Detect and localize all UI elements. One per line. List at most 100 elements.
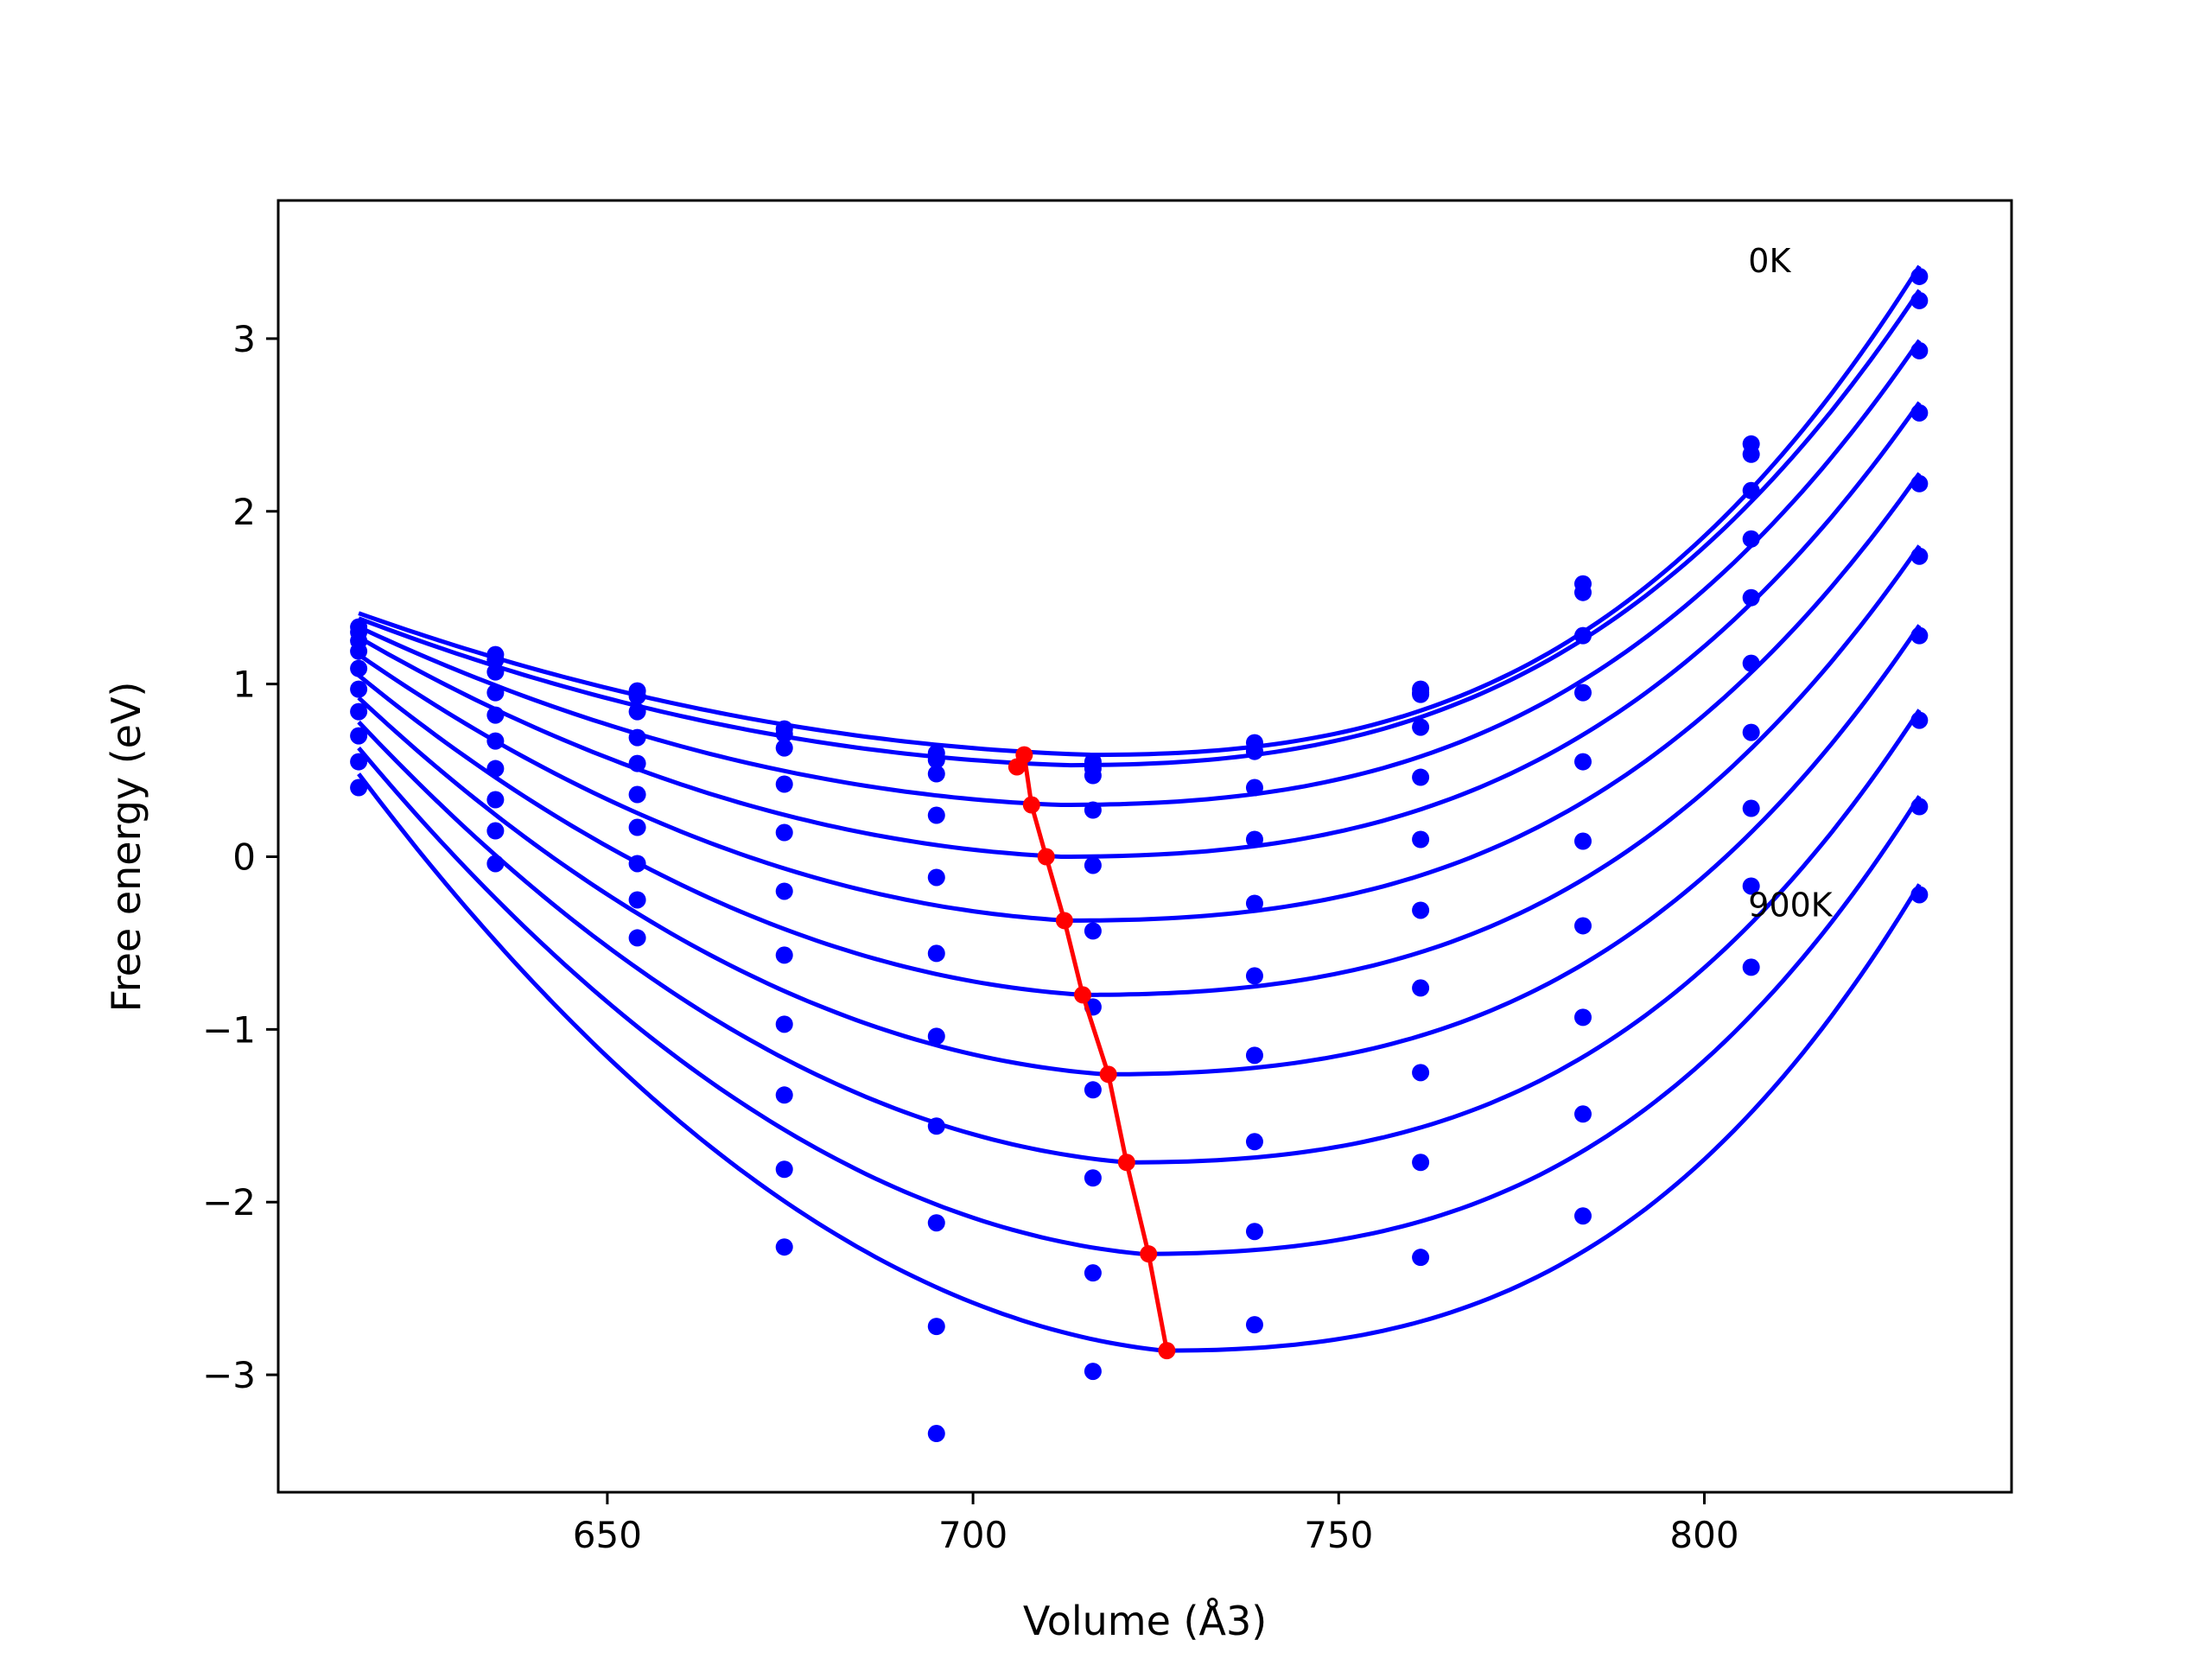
- y-axis-label: Free energy (eV): [103, 682, 149, 1013]
- data-point-s5-9: [1742, 654, 1760, 672]
- fit-curve-5: [357, 544, 1922, 997]
- data-point-s7-0: [350, 727, 368, 745]
- data-point-s6-0: [350, 702, 368, 721]
- fit-curve-4: [357, 472, 1922, 923]
- y-tick-label-1: 1: [232, 664, 256, 706]
- data-point-s2-10: [1910, 341, 1929, 359]
- data-point-s5-2: [628, 785, 646, 804]
- x-axis-label: Volume (Å3): [1023, 1598, 1267, 1644]
- data-point-s9-7: [1412, 1154, 1430, 1172]
- data-point-s7-4: [927, 1117, 945, 1135]
- annotation-1: 900K: [1748, 886, 1834, 924]
- data-point-s6-4: [927, 1027, 945, 1046]
- y-tick-label-0: 0: [232, 836, 256, 878]
- data-point-s8-1: [486, 822, 505, 840]
- data-point-s8-4: [927, 1214, 945, 1232]
- data-point-s5-4: [927, 944, 945, 963]
- data-point-s6-10: [1910, 626, 1929, 645]
- x-tick-label-650: 650: [573, 1514, 642, 1556]
- fit-curve-1: [358, 289, 1922, 768]
- data-point-s6-1: [486, 760, 505, 778]
- data-point-s7-1: [486, 791, 505, 809]
- data-point-s3-5: [1084, 801, 1102, 819]
- data-point-s5-7: [1412, 830, 1430, 849]
- data-point-s8-0: [350, 753, 368, 771]
- data-point-s7-6: [1245, 1046, 1263, 1065]
- data-point-s5-3: [775, 882, 793, 900]
- data-point-s2-2: [628, 702, 646, 721]
- data-point-s4-7: [1412, 768, 1430, 786]
- fit-curve-9: [357, 772, 1922, 1353]
- data-point-s5-8: [1574, 832, 1592, 850]
- data-point-s7-9: [1742, 799, 1760, 817]
- data-point-s8-2: [628, 891, 646, 909]
- y-tick-label--2: −2: [202, 1181, 256, 1224]
- y-tick-label-2: 2: [232, 491, 256, 533]
- data-point-s9-4: [927, 1318, 945, 1336]
- data-point-s4-8: [1574, 753, 1592, 771]
- minima-line: [1014, 748, 1169, 1351]
- data-point-s1-1: [486, 651, 505, 669]
- fit-curve-2: [358, 339, 1922, 807]
- axes-frame: [276, 199, 2013, 1494]
- data-point-s8-7: [1412, 1064, 1430, 1082]
- minimum-point-8: [1140, 1245, 1158, 1263]
- data-point-s5-0: [350, 680, 368, 698]
- data-point-s3-4: [927, 806, 945, 824]
- data-point-s10-6: [1245, 1316, 1263, 1334]
- data-point-s2-1: [486, 663, 505, 681]
- data-point-s2-7: [1412, 683, 1430, 702]
- minimum-point-3: [1037, 848, 1055, 866]
- data-point-s3-9: [1742, 530, 1760, 548]
- data-point-s1-9: [1742, 445, 1760, 463]
- data-point-s2-8: [1574, 626, 1592, 645]
- data-point-s4-2: [628, 754, 646, 772]
- data-point-s7-8: [1574, 1008, 1592, 1027]
- data-point-s2-9: [1742, 481, 1760, 499]
- y-tick-label-3: 3: [232, 318, 256, 360]
- data-point-s7-7: [1412, 979, 1430, 997]
- data-point-s1-4: [927, 751, 945, 769]
- data-point-s5-6: [1245, 894, 1263, 912]
- data-point-s3-2: [628, 728, 646, 747]
- x-tick-label-800: 800: [1669, 1514, 1738, 1556]
- data-point-s2-6: [1245, 742, 1263, 760]
- data-point-s7-2: [628, 855, 646, 873]
- data-point-s9-2: [628, 929, 646, 947]
- data-point-s0-10: [1910, 267, 1929, 285]
- data-point-s4-10: [1910, 474, 1929, 493]
- y-axis: −3 −2 −1 0 1 2 3: [202, 318, 278, 1396]
- data-point-s7-3: [775, 1015, 793, 1033]
- fit-curve-6: [357, 624, 1922, 1077]
- y-tick-label--3: −3: [202, 1354, 256, 1396]
- annotations: 0K 900K: [1748, 242, 1834, 925]
- data-point-s9-3: [775, 1160, 793, 1179]
- data-point-s9-9: [1742, 958, 1760, 976]
- data-point-s4-5: [1084, 856, 1102, 874]
- data-point-s4-1: [486, 706, 505, 724]
- fit-curve-7: [357, 709, 1922, 1165]
- data-point-s1-2: [628, 687, 646, 705]
- data-point-s6-2: [628, 818, 646, 836]
- data-point-s10-5: [1084, 1363, 1102, 1381]
- data-point-s2-3: [775, 739, 793, 757]
- data-point-s8-9: [1742, 877, 1760, 895]
- data-point-s9-6: [1245, 1223, 1263, 1241]
- minimum-point-2: [1022, 796, 1040, 814]
- data-point-s4-6: [1245, 830, 1263, 849]
- data-point-s9-1: [486, 855, 505, 873]
- plot-area: [350, 264, 1929, 1443]
- minimum-point-9: [1158, 1342, 1176, 1360]
- fit-curve-8: [357, 746, 1922, 1256]
- data-point-s9-5: [1084, 1264, 1102, 1282]
- data-point-s3-3: [775, 775, 793, 793]
- y-tick-label--1: −1: [202, 1008, 256, 1051]
- data-point-s8-3: [775, 1086, 793, 1104]
- data-point-s1-3: [775, 725, 793, 743]
- data-point-s6-8: [1574, 917, 1592, 935]
- data-point-s4-3: [775, 823, 793, 842]
- data-point-s6-6: [1245, 967, 1263, 985]
- data-point-s5-10: [1910, 547, 1929, 565]
